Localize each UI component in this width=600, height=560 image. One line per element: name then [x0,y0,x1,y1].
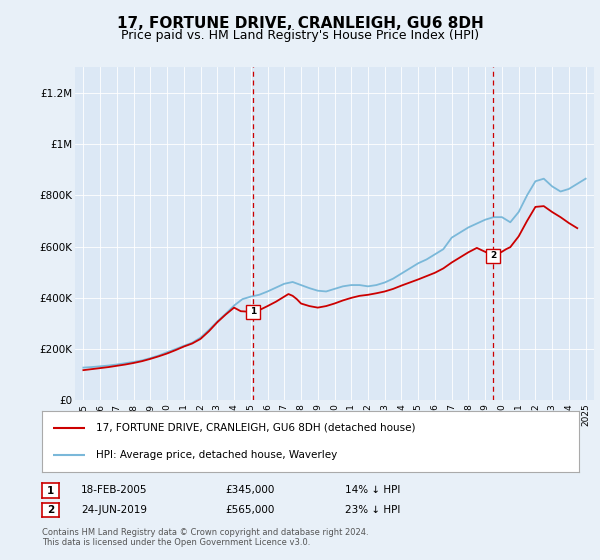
Text: 1: 1 [47,486,54,496]
Text: £345,000: £345,000 [225,485,274,495]
Text: £565,000: £565,000 [225,505,274,515]
Text: 2: 2 [490,251,496,260]
Text: HPI: Average price, detached house, Waverley: HPI: Average price, detached house, Wave… [96,450,337,460]
Text: Price paid vs. HM Land Registry's House Price Index (HPI): Price paid vs. HM Land Registry's House … [121,29,479,42]
Text: Contains HM Land Registry data © Crown copyright and database right 2024.
This d: Contains HM Land Registry data © Crown c… [42,528,368,547]
Text: 23% ↓ HPI: 23% ↓ HPI [345,505,400,515]
Text: 14% ↓ HPI: 14% ↓ HPI [345,485,400,495]
Text: 18-FEB-2005: 18-FEB-2005 [81,485,148,495]
Text: 24-JUN-2019: 24-JUN-2019 [81,505,147,515]
Text: 17, FORTUNE DRIVE, CRANLEIGH, GU6 8DH: 17, FORTUNE DRIVE, CRANLEIGH, GU6 8DH [116,16,484,31]
Text: 17, FORTUNE DRIVE, CRANLEIGH, GU6 8DH (detached house): 17, FORTUNE DRIVE, CRANLEIGH, GU6 8DH (d… [96,423,415,433]
Text: 1: 1 [250,307,256,316]
Text: 2: 2 [47,505,54,515]
